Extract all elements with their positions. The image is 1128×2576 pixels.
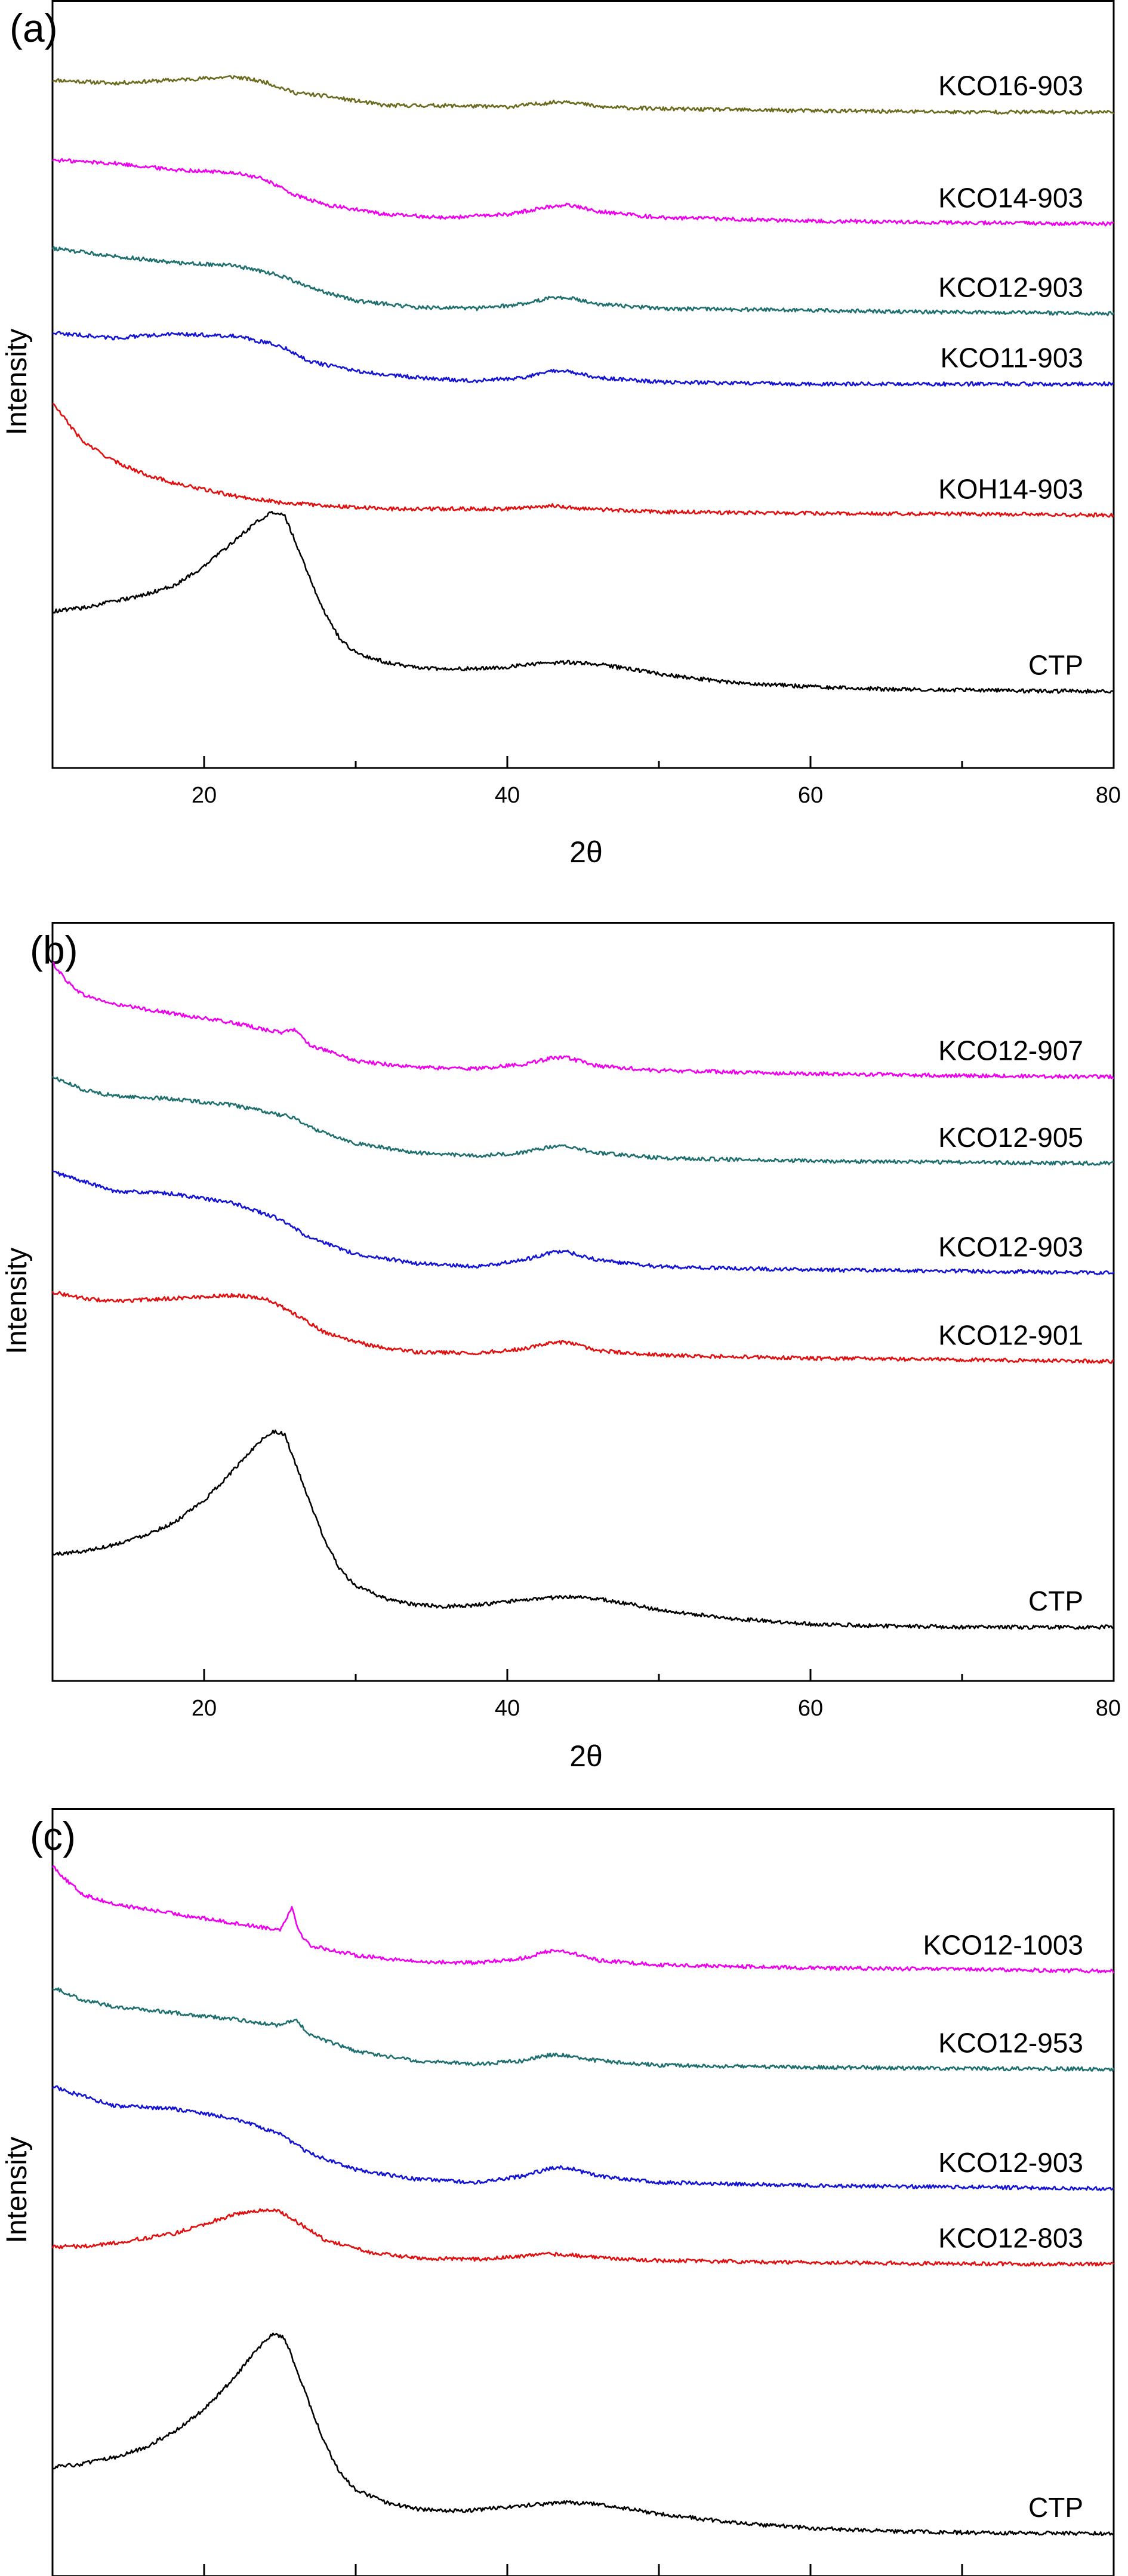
series-label: KCO12-1003 (923, 1929, 1084, 1960)
series-label: KCO12-953 (938, 2028, 1083, 2059)
series-line-kco12-953 (52, 1987, 1115, 2072)
series-label: KOH14-903 (938, 473, 1083, 504)
plot-frame (51, 0, 1115, 769)
y-axis-label: Intensity (1, 329, 33, 436)
x-tick-label: 40 (495, 1696, 520, 1721)
series-label: KCO12-907 (938, 1035, 1083, 1066)
x-tick-label: 40 (495, 783, 520, 808)
x-tick-label: 20 (192, 783, 217, 808)
x-axis-label: 2θ (569, 835, 603, 869)
panel-3: Intensity (c) KCO12-1003 KCO12-953 KCO12-903… (1, 1808, 1115, 2576)
series-line-ctp (52, 1429, 1114, 1630)
series-label: KCO14-903 (938, 182, 1083, 213)
panel-letter: (c) (30, 1814, 76, 1858)
x-tick-label: 20 (192, 1696, 217, 1721)
panel-letter: (a) (10, 6, 58, 50)
series-line-kco12-803 (51, 2208, 1114, 2267)
x-axis-label: 2θ (569, 1739, 603, 1773)
series-line-kco12-903 (52, 1170, 1114, 1276)
series-label: KCO12-803 (938, 2223, 1083, 2254)
x-tick-label: 60 (798, 1696, 823, 1721)
series-label: KCO12-903 (938, 2147, 1083, 2178)
series-label: KCO12-903 (938, 272, 1083, 303)
series-line-kco11-903 (52, 331, 1114, 387)
y-axis-label: Intensity (1, 2137, 33, 2244)
series-line-kco12-901 (51, 1291, 1114, 1364)
series-line-koh14-903 (52, 403, 1114, 518)
plot-frame (51, 1808, 1115, 2576)
series-label: CTP (1028, 2492, 1083, 2523)
series-line-kco14-903 (52, 158, 1114, 227)
x-tick-label: 80 (1096, 1696, 1121, 1721)
series-line-ctp (52, 2333, 1114, 2537)
series-label: CTP (1028, 649, 1083, 680)
series-label: KCO16-903 (938, 70, 1083, 101)
panel-2: 20 40 60 802θIntensity(b)KCO12-907KCO12-905… (1, 922, 1121, 1773)
series-label: CTP (1028, 1585, 1083, 1616)
panel-1: 20 40 60 80 2θ Intensity (a) KCO16-903 KCO14-903… (1, 0, 1121, 869)
series-line-kco12-905 (51, 1076, 1114, 1166)
plot-frame (51, 922, 1115, 1682)
series-line-kco12-1003 (52, 1865, 1115, 1974)
series-label: KCO12-905 (938, 1122, 1083, 1153)
series-line-kco12-907 (52, 961, 1115, 1079)
series-label: KCO12-901 (938, 1320, 1083, 1351)
x-tick-label: 60 (798, 783, 823, 808)
series-line-kco12-903 (51, 245, 1115, 316)
series-label: KCO11-903 (940, 343, 1083, 374)
x-tick-label: 80 (1096, 783, 1121, 808)
series-line-ctp (52, 511, 1114, 694)
y-axis-label: Intensity (1, 1248, 33, 1355)
series-label: KCO12-903 (938, 1231, 1083, 1262)
series-line-kco16-903 (52, 75, 1114, 115)
series-line-kco12-903 (52, 2085, 1114, 2192)
